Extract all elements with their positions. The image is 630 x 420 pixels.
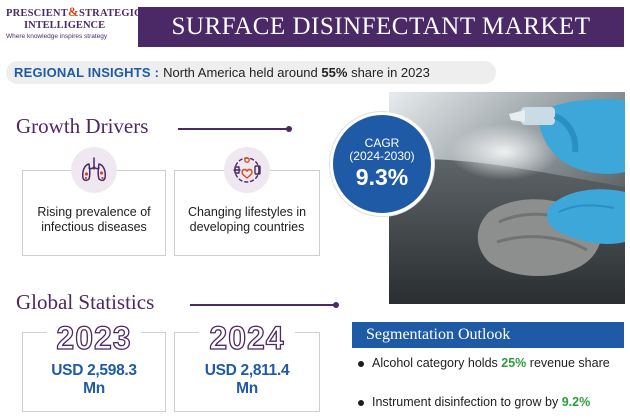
segmentation-heading: Segmentation Outlook: [366, 326, 511, 343]
lungs-virus-icon: [71, 147, 117, 193]
page-title: SURFACE DISINFECTANT MARKET: [171, 13, 591, 40]
growth-drivers-rule: [178, 126, 292, 132]
cagr-badge: CAGR (2024-2030) 9.3%: [330, 112, 434, 216]
cagr-period: (2024-2030): [349, 149, 415, 163]
segmentation-banner: Segmentation Outlook: [352, 322, 624, 348]
driver-card-text: Rising prevalence of infectious diseases: [37, 205, 151, 234]
stat-value: USD 2,811.4 Mn: [204, 362, 290, 397]
cagr-value: 9.3%: [355, 164, 409, 190]
stat-value: USD 2,598.3 Mn: [51, 362, 137, 397]
regional-insights-bar: REGIONAL INSIGHTS : North America held a…: [6, 61, 496, 84]
driver-card-text: Changing lifestyles in developing countr…: [187, 205, 307, 234]
global-statistics-rule: [190, 302, 339, 308]
logo-line-1: PRESCIENT&STRATEGIC: [6, 4, 142, 19]
regional-insights-text: North America held around 55% share in 2…: [163, 65, 430, 80]
logo-tagline: Where knowledge inspires strategy: [6, 33, 108, 40]
global-statistics-heading: Global Statistics: [16, 290, 155, 314]
stat-year: 2024: [209, 319, 285, 356]
cagr-label: CAGR: [364, 136, 400, 150]
stat-year: 2023: [56, 319, 132, 356]
stat-card-2024: 2024 USD 2,811.4 Mn: [174, 319, 320, 412]
stat-card-2023: 2023 USD 2,598.3 Mn: [22, 319, 166, 412]
segmentation-item: Alcohol category holds 25% revenue share: [358, 356, 624, 371]
company-logo: PRESCIENT&STRATEGIC INTELLIGENCE Where k…: [6, 4, 142, 48]
cleaning-photo: [389, 92, 625, 304]
regional-insights-label: REGIONAL INSIGHTS :: [14, 65, 160, 80]
lifestyle-icon: [224, 147, 270, 193]
logo-line-2: INTELLIGENCE: [24, 20, 106, 31]
growth-drivers-heading: Growth Drivers: [16, 114, 149, 138]
title-banner: SURFACE DISINFECTANT MARKET: [138, 7, 624, 47]
segmentation-item: Instrument disinfection to grow by 9.2%: [358, 395, 624, 410]
